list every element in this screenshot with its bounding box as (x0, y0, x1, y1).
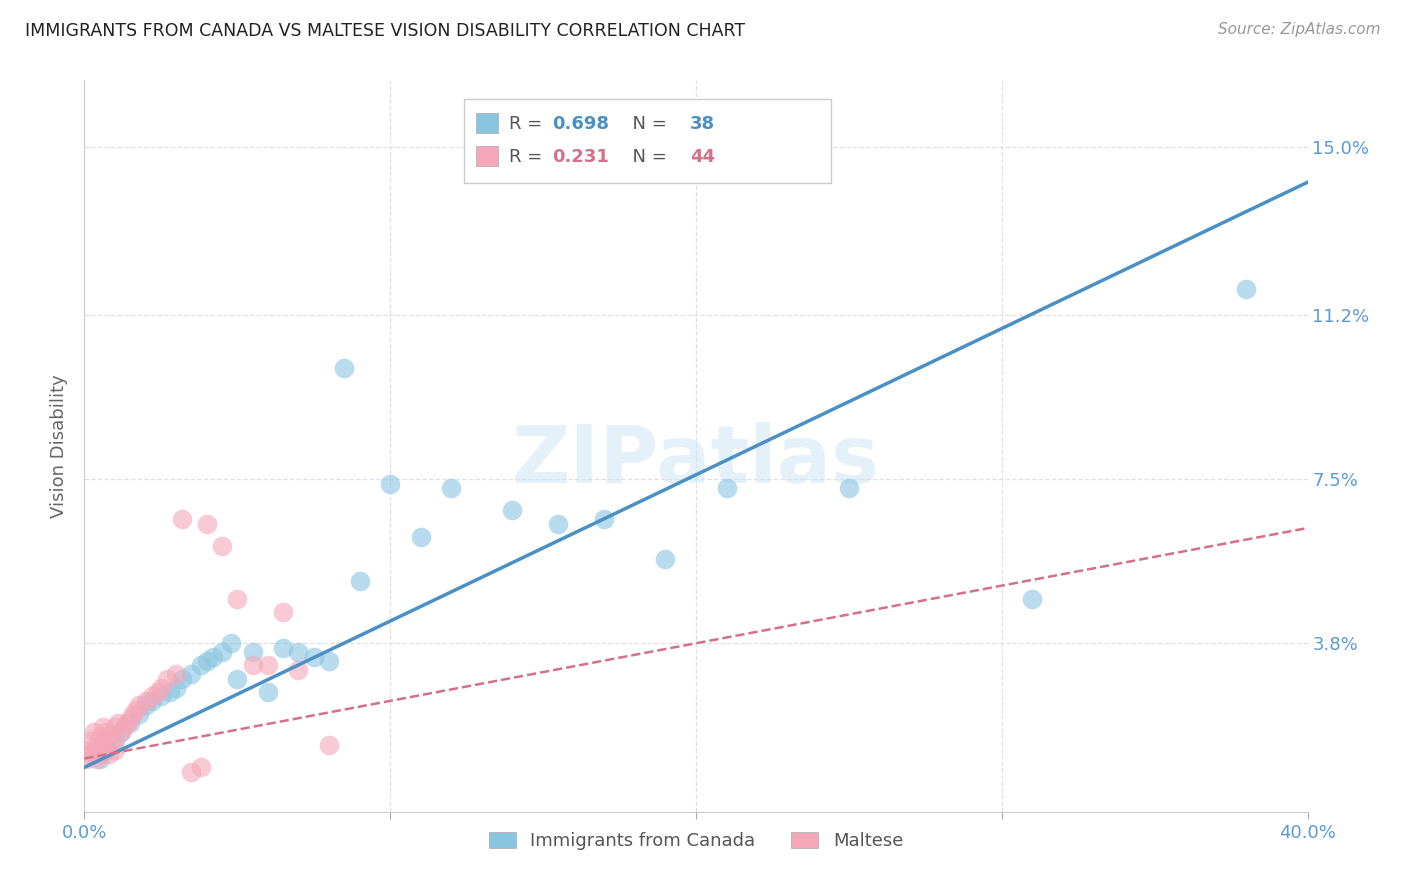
Point (83, 742, 105, 756)
Point (333, 361, 356, 376)
Point (83, 725, 105, 739)
Text: R =: R = (509, 148, 548, 166)
Point (73, 742, 96, 756)
Point (211, 645, 233, 659)
Text: 0.698: 0.698 (551, 115, 609, 133)
Point (110, 725, 132, 739)
Point (271, 640, 294, 655)
Point (104, 742, 127, 756)
Point (141, 694, 163, 708)
Point (94, 725, 117, 739)
Point (219, 636, 242, 650)
Point (195, 654, 218, 668)
Point (180, 764, 202, 779)
Point (257, 658, 280, 673)
Point (159, 685, 181, 699)
Point (409, 530, 432, 544)
Point (190, 760, 212, 774)
Point (79, 733, 101, 747)
Point (716, 481, 738, 495)
Point (91, 721, 114, 735)
Point (654, 552, 676, 566)
Point (86, 738, 108, 752)
Point (149, 681, 172, 695)
Point (1236, 282, 1258, 296)
Point (287, 663, 309, 677)
Point (120, 712, 142, 726)
Point (104, 733, 127, 747)
Point (271, 605, 294, 619)
Point (172, 672, 194, 686)
Text: N =: N = (621, 115, 673, 133)
Point (97, 730, 120, 744)
FancyBboxPatch shape (475, 113, 498, 133)
Point (91, 733, 114, 747)
Point (593, 512, 616, 526)
Point (125, 703, 148, 717)
Point (211, 539, 233, 553)
Point (141, 690, 163, 704)
Point (149, 690, 172, 704)
Point (146, 685, 169, 699)
Text: Source: ZipAtlas.com: Source: ZipAtlas.com (1218, 22, 1381, 37)
Point (226, 672, 249, 686)
Text: 44: 44 (690, 148, 714, 166)
Legend: Immigrants from Canada, Maltese: Immigrants from Canada, Maltese (481, 825, 911, 857)
Point (242, 645, 264, 659)
Point (89, 730, 111, 744)
Point (76, 751, 98, 765)
Point (86, 751, 108, 765)
Point (104, 721, 127, 735)
Point (547, 516, 569, 531)
Point (135, 694, 157, 708)
Point (122, 707, 145, 722)
FancyBboxPatch shape (475, 146, 498, 166)
Point (838, 481, 860, 495)
Point (287, 645, 309, 659)
Point (156, 672, 179, 686)
Point (257, 685, 280, 699)
Point (172, 512, 194, 526)
Point (115, 716, 138, 731)
Text: 0.231: 0.231 (551, 148, 609, 166)
Point (128, 707, 150, 722)
Point (110, 725, 132, 739)
Point (302, 649, 325, 664)
Point (101, 733, 124, 747)
Point (380, 476, 402, 491)
Point (128, 698, 150, 713)
Text: N =: N = (621, 148, 673, 166)
Text: 38: 38 (690, 115, 716, 133)
Point (107, 716, 129, 731)
Point (112, 721, 135, 735)
Point (502, 503, 524, 517)
Point (349, 574, 371, 589)
Text: IMMIGRANTS FROM CANADA VS MALTESE VISION DISABILITY CORRELATION CHART: IMMIGRANTS FROM CANADA VS MALTESE VISION… (25, 22, 745, 40)
Point (1021, 591, 1043, 606)
Point (180, 667, 202, 681)
Text: R =: R = (509, 115, 548, 133)
Y-axis label: Vision Disability: Vision Disability (51, 374, 69, 518)
Point (440, 481, 463, 495)
Point (89, 747, 111, 761)
Point (165, 667, 187, 681)
Point (201, 649, 224, 664)
Text: ZIPatlas: ZIPatlas (512, 422, 880, 500)
Point (97, 747, 120, 761)
Point (89, 751, 111, 765)
Point (94, 742, 117, 756)
Point (318, 738, 340, 752)
Point (94, 742, 117, 756)
Point (226, 591, 249, 606)
Point (195, 516, 218, 531)
FancyBboxPatch shape (464, 99, 831, 183)
Point (120, 716, 142, 731)
Point (135, 698, 157, 713)
Point (79, 747, 101, 761)
Point (165, 681, 187, 695)
Point (190, 658, 212, 673)
Point (318, 654, 340, 668)
Point (242, 658, 264, 673)
